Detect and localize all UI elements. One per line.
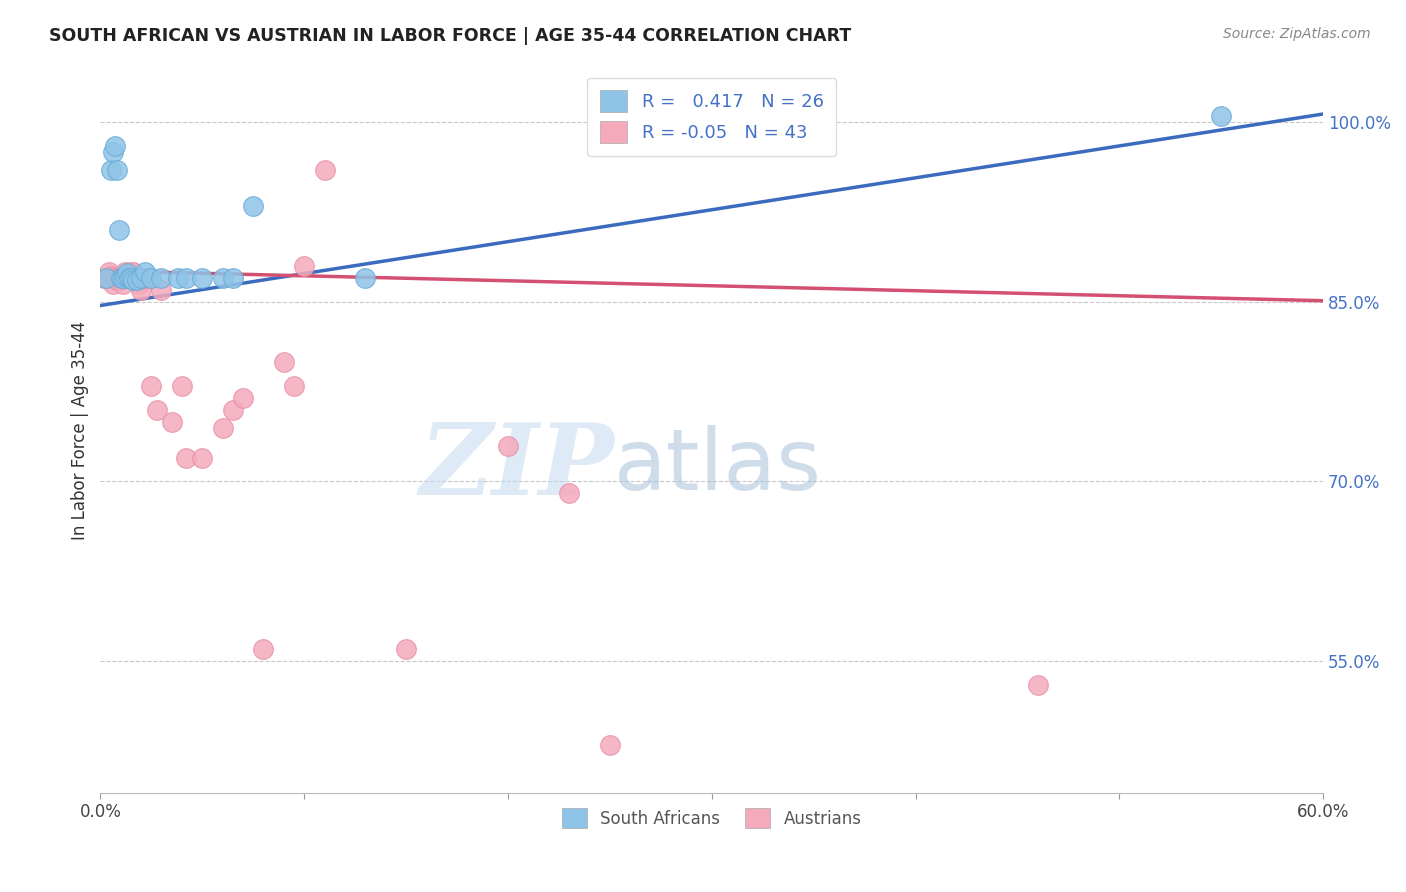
Text: Source: ZipAtlas.com: Source: ZipAtlas.com xyxy=(1223,27,1371,41)
Point xyxy=(242,199,264,213)
Point xyxy=(134,265,156,279)
Point xyxy=(110,273,132,287)
Point xyxy=(122,273,145,287)
Point xyxy=(1026,678,1049,692)
Point xyxy=(191,271,214,285)
Point xyxy=(211,271,233,285)
Point xyxy=(134,271,156,285)
Point xyxy=(128,277,150,291)
Text: SOUTH AFRICAN VS AUSTRIAN IN LABOR FORCE | AGE 35-44 CORRELATION CHART: SOUTH AFRICAN VS AUSTRIAN IN LABOR FORCE… xyxy=(49,27,852,45)
Point xyxy=(107,223,129,237)
Point xyxy=(100,268,122,283)
Point xyxy=(129,283,152,297)
Point xyxy=(120,271,142,285)
Point xyxy=(222,271,245,285)
Point xyxy=(150,271,173,285)
Point xyxy=(141,271,163,285)
Point xyxy=(105,273,128,287)
Point xyxy=(191,450,214,465)
Point xyxy=(170,378,193,392)
Point xyxy=(232,391,254,405)
Point xyxy=(395,642,418,657)
Point xyxy=(141,378,163,392)
Point xyxy=(211,420,233,434)
Point xyxy=(283,378,305,392)
Point xyxy=(146,402,169,417)
Point xyxy=(101,145,124,160)
Point xyxy=(132,271,155,285)
Point xyxy=(599,738,621,752)
Point xyxy=(558,486,581,500)
Point xyxy=(354,271,377,285)
Point xyxy=(105,163,128,178)
Point xyxy=(101,277,124,291)
Point xyxy=(174,450,197,465)
Point xyxy=(115,266,138,280)
Point xyxy=(110,271,132,285)
Point xyxy=(118,271,141,285)
Point xyxy=(496,438,519,452)
Point xyxy=(96,271,118,285)
Point xyxy=(222,402,245,417)
Point xyxy=(93,271,115,285)
Point xyxy=(97,265,120,279)
Point xyxy=(111,277,134,291)
Point xyxy=(252,642,274,657)
Point xyxy=(111,271,134,285)
Point xyxy=(107,271,129,285)
Point xyxy=(125,273,148,287)
Point xyxy=(96,271,118,285)
Point xyxy=(114,265,136,279)
Point xyxy=(166,271,188,285)
Point xyxy=(136,271,159,285)
Point xyxy=(100,163,122,178)
Point xyxy=(314,163,336,178)
Point xyxy=(273,355,295,369)
Point xyxy=(125,271,148,285)
Legend: South Africans, Austrians: South Africans, Austrians xyxy=(555,801,869,835)
Point xyxy=(104,139,127,153)
Point xyxy=(114,268,136,283)
Point xyxy=(129,271,152,285)
Point xyxy=(120,265,142,279)
Point xyxy=(104,271,127,285)
Point xyxy=(150,283,173,297)
Text: ZIP: ZIP xyxy=(419,418,614,515)
Y-axis label: In Labor Force | Age 35-44: In Labor Force | Age 35-44 xyxy=(72,321,89,541)
Text: atlas: atlas xyxy=(614,425,823,508)
Point xyxy=(115,271,138,285)
Point xyxy=(124,271,146,285)
Point xyxy=(1211,109,1233,123)
Point xyxy=(101,271,124,285)
Point xyxy=(118,271,141,285)
Point xyxy=(122,265,145,279)
Point xyxy=(292,259,315,273)
Point xyxy=(174,271,197,285)
Point xyxy=(160,415,183,429)
